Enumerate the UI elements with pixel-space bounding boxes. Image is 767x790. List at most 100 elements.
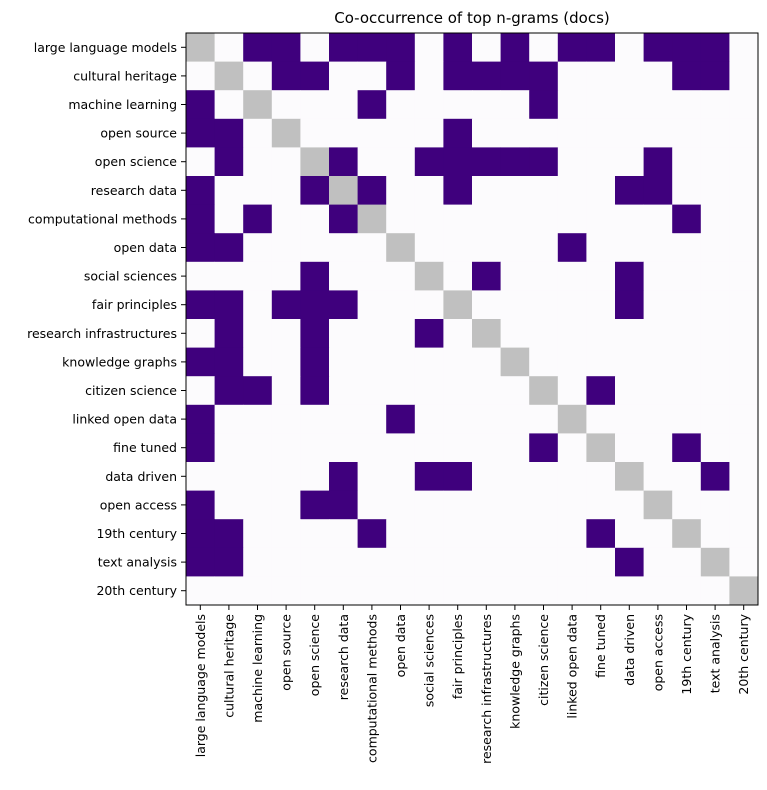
y-tick-label: linked open data xyxy=(72,412,177,427)
heatmap-cell xyxy=(672,90,702,120)
heatmap-cell xyxy=(357,404,387,434)
heatmap-cell xyxy=(472,404,501,434)
heatmap-cell xyxy=(700,519,730,549)
heatmap-cell xyxy=(214,176,244,205)
x-tick-label: text analysis xyxy=(708,614,723,693)
heatmap-cell xyxy=(271,233,301,263)
heatmap-cell xyxy=(529,547,559,577)
heatmap-cell xyxy=(472,462,501,491)
heatmap-cell xyxy=(357,290,387,320)
heatmap-cell xyxy=(443,519,473,549)
heatmap-cell xyxy=(243,176,273,205)
heatmap-cell xyxy=(472,33,501,62)
heatmap-cell xyxy=(186,376,215,406)
heatmap-cell xyxy=(329,61,358,91)
heatmap-cell xyxy=(729,547,759,577)
heatmap-cell xyxy=(243,233,273,263)
heatmap-cell xyxy=(357,576,387,606)
heatmap-cell xyxy=(729,176,759,205)
heatmap-cell xyxy=(329,204,358,234)
heatmap-cell xyxy=(586,90,616,120)
heatmap-cell xyxy=(300,519,330,549)
heatmap-cell xyxy=(672,490,702,520)
heatmap-cell xyxy=(357,433,387,463)
heatmap-cell xyxy=(729,376,759,406)
chart-title: Co-occurrence of top n-grams (docs) xyxy=(334,9,610,27)
y-tick-label: data driven xyxy=(105,469,177,484)
x-tick-label: open data xyxy=(393,614,408,677)
heatmap-cell xyxy=(300,90,330,120)
heatmap-cell xyxy=(186,547,215,577)
heatmap-cell xyxy=(557,118,587,148)
heatmap-cell xyxy=(271,61,301,91)
heatmap-cell xyxy=(700,204,730,234)
heatmap-cell xyxy=(186,204,215,234)
heatmap-cell xyxy=(586,490,616,520)
heatmap-cell xyxy=(357,233,387,263)
heatmap-cell xyxy=(214,290,244,320)
heatmap-cell xyxy=(729,347,759,377)
heatmap-cell xyxy=(414,233,444,263)
heatmap-cell xyxy=(186,319,215,348)
heatmap-cell xyxy=(386,118,416,148)
heatmap-cell xyxy=(300,576,330,606)
heatmap-cell xyxy=(414,90,444,120)
heatmap-cell xyxy=(214,490,244,520)
heatmap-cell xyxy=(500,462,530,491)
heatmap-cell xyxy=(386,319,416,348)
x-axis: large language models cultural heritage ma… xyxy=(193,605,751,764)
heatmap-cells xyxy=(186,33,759,606)
heatmap-cell xyxy=(414,147,444,177)
heatmap-cell xyxy=(729,319,759,348)
heatmap-cell xyxy=(443,376,473,406)
heatmap-cell xyxy=(500,61,530,91)
heatmap-cell xyxy=(500,547,530,577)
heatmap-cell xyxy=(300,462,330,491)
heatmap-cell xyxy=(329,176,358,205)
heatmap-cell xyxy=(386,176,416,205)
heatmap-cell xyxy=(672,576,702,606)
x-tick-label: 19th century xyxy=(679,613,694,694)
heatmap-cell xyxy=(271,404,301,434)
heatmap-cell xyxy=(529,347,559,377)
x-tick-label: knowledge graphs xyxy=(507,614,522,729)
heatmap-cell xyxy=(700,61,730,91)
heatmap-cell xyxy=(386,433,416,463)
heatmap-cell xyxy=(557,261,587,291)
heatmap-cell xyxy=(729,404,759,434)
heatmap-cell xyxy=(557,204,587,234)
heatmap-cell xyxy=(615,347,644,377)
x-tick-label: research infrastructures xyxy=(479,614,494,764)
heatmap-cell xyxy=(300,176,330,205)
heatmap-cell xyxy=(729,433,759,463)
heatmap-cell xyxy=(615,90,644,120)
heatmap-cell xyxy=(329,490,358,520)
heatmap-cell xyxy=(500,433,530,463)
plot-frame xyxy=(185,32,759,606)
y-tick-label: open source xyxy=(100,126,177,141)
heatmap-cell xyxy=(557,290,587,320)
heatmap-cell xyxy=(271,490,301,520)
heatmap-cell xyxy=(529,404,559,434)
heatmap-cell xyxy=(615,404,644,434)
heatmap-cell xyxy=(615,176,644,205)
heatmap-cell xyxy=(357,61,387,91)
heatmap-cell xyxy=(615,147,644,177)
heatmap-cell xyxy=(700,347,730,377)
heatmap-cell xyxy=(386,462,416,491)
heatmap-cell xyxy=(414,433,444,463)
heatmap-cell xyxy=(586,404,616,434)
heatmap-cell xyxy=(414,547,444,577)
heatmap-cell xyxy=(329,233,358,263)
heatmap-cell xyxy=(557,519,587,549)
heatmap-cell xyxy=(472,319,501,348)
heatmap-cell xyxy=(329,519,358,549)
heatmap-cell xyxy=(672,204,702,234)
heatmap-cell xyxy=(300,61,330,91)
heatmap-cell xyxy=(357,462,387,491)
x-tick-label: open science xyxy=(307,614,322,697)
heatmap-cell xyxy=(386,204,416,234)
heatmap-cell xyxy=(529,61,559,91)
heatmap-cell xyxy=(500,204,530,234)
heatmap-cell xyxy=(414,319,444,348)
